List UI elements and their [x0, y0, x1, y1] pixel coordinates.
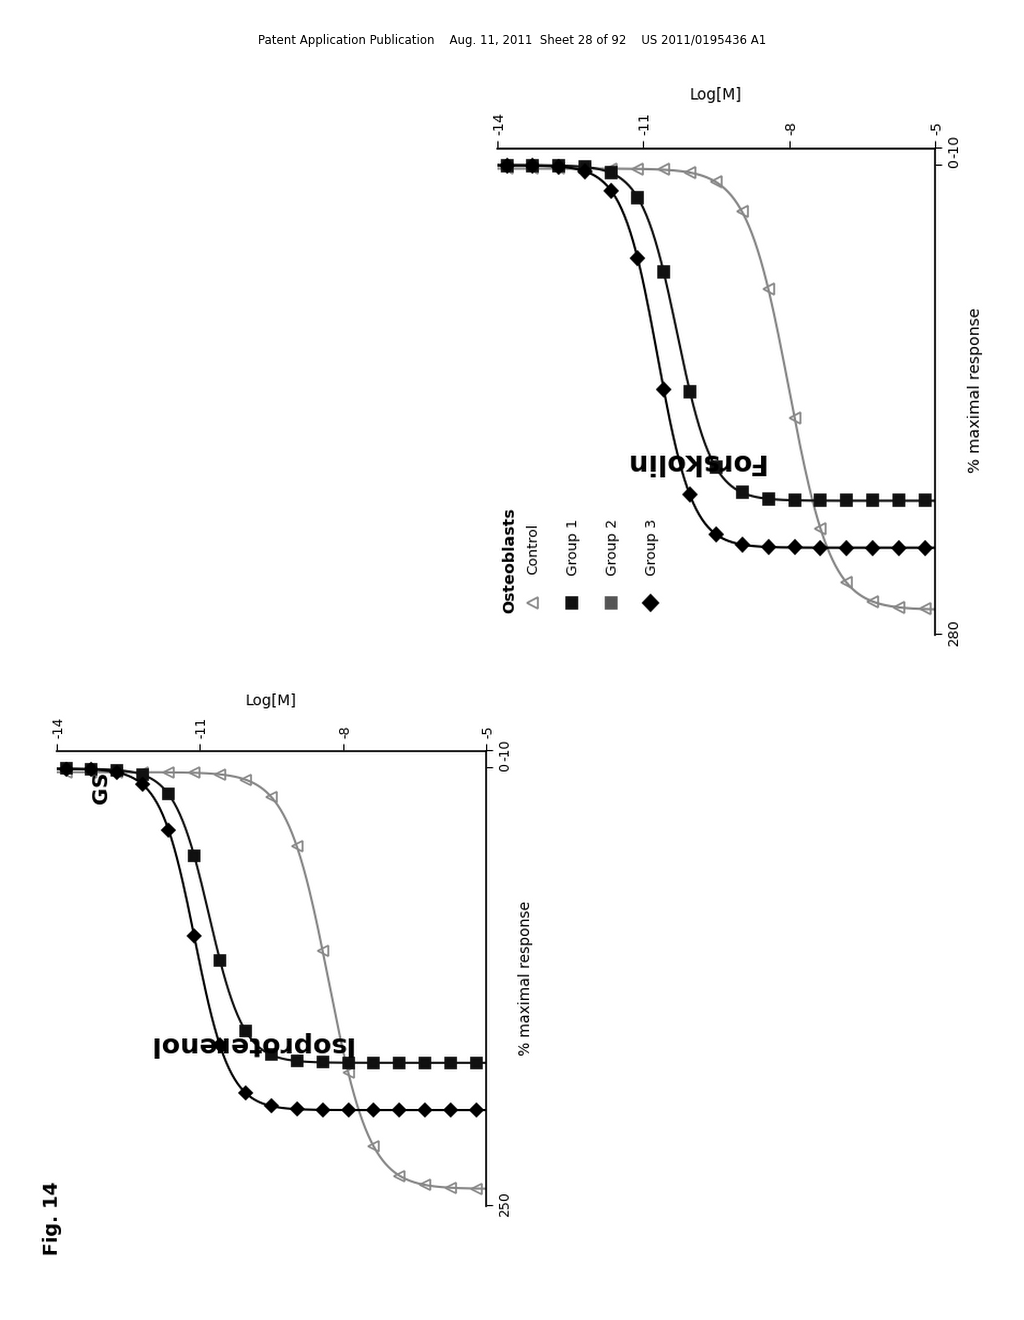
Text: Patent Application Publication    Aug. 11, 2011  Sheet 28 of 92    US 2011/01954: Patent Application Publication Aug. 11, … [258, 34, 766, 48]
